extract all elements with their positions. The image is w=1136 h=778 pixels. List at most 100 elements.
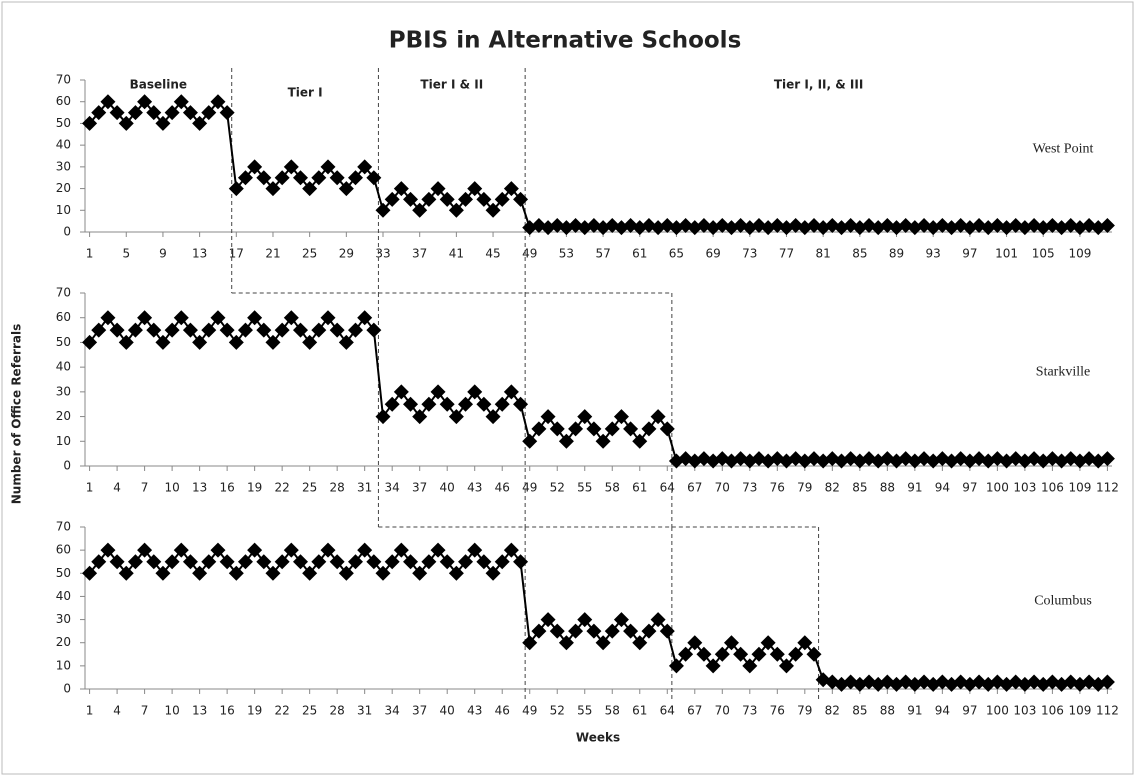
x-tick-label: 82 — [825, 704, 840, 718]
marker — [137, 94, 153, 110]
y-tick-label: 20 — [56, 635, 71, 649]
marker — [237, 554, 253, 570]
marker — [384, 396, 400, 412]
marker — [210, 542, 226, 558]
marker — [283, 159, 299, 175]
x-tick-label: 88 — [880, 481, 895, 495]
y-axis-title: Number of Office Referrals — [10, 324, 24, 505]
x-tick-label: 61 — [632, 481, 647, 495]
x-tick-label: 93 — [926, 247, 941, 261]
marker — [531, 623, 547, 639]
x-tick-label: 61 — [632, 247, 647, 261]
x-tick-label: 1 — [86, 704, 94, 718]
marker — [210, 310, 226, 326]
marker — [375, 202, 391, 218]
marker — [228, 565, 244, 581]
x-tick-label: 28 — [330, 481, 345, 495]
marker — [393, 181, 409, 197]
marker — [265, 181, 281, 197]
x-tick-label: 16 — [219, 704, 234, 718]
marker — [467, 542, 483, 558]
marker — [650, 612, 666, 628]
marker — [357, 159, 373, 175]
marker — [531, 421, 547, 437]
marker — [118, 334, 134, 350]
x-tick-label: 41 — [449, 247, 464, 261]
marker — [549, 421, 565, 437]
marker — [173, 94, 189, 110]
x-tick-label: 85 — [852, 481, 867, 495]
marker — [613, 409, 629, 425]
x-tick-label: 34 — [385, 704, 400, 718]
marker — [448, 409, 464, 425]
marker — [494, 396, 510, 412]
x-tick-label: 73 — [742, 704, 757, 718]
x-tick-label: 94 — [935, 704, 950, 718]
x-tick-label: 37 — [412, 704, 427, 718]
marker — [146, 554, 162, 570]
marker — [687, 635, 703, 651]
marker — [210, 94, 226, 110]
marker — [806, 646, 822, 662]
y-tick-label: 50 — [56, 335, 71, 349]
marker — [595, 635, 611, 651]
marker — [623, 623, 639, 639]
x-tick-label: 31 — [357, 481, 372, 495]
x-tick-label: 52 — [550, 704, 565, 718]
x-tick-label: 34 — [385, 481, 400, 495]
x-tick-label: 52 — [550, 481, 565, 495]
marker — [256, 322, 272, 338]
marker — [458, 554, 474, 570]
x-tick-label: 100 — [986, 481, 1009, 495]
marker — [458, 396, 474, 412]
x-tick-label: 22 — [275, 704, 290, 718]
marker — [302, 334, 318, 350]
x-tick-label: 81 — [816, 247, 831, 261]
x-tick-label: 43 — [467, 704, 482, 718]
marker — [173, 542, 189, 558]
marker — [458, 191, 474, 207]
x-tick-label: 31 — [357, 704, 372, 718]
marker — [513, 191, 529, 207]
marker — [357, 310, 373, 326]
x-tick-label: 49 — [522, 247, 537, 261]
marker — [760, 635, 776, 651]
x-tick-label: 28 — [330, 704, 345, 718]
x-tick-label: 57 — [595, 247, 610, 261]
marker — [256, 170, 272, 186]
marker — [476, 191, 492, 207]
marker — [522, 635, 538, 651]
marker — [311, 322, 327, 338]
marker — [568, 623, 584, 639]
marker — [393, 542, 409, 558]
marker — [403, 191, 419, 207]
marker — [513, 396, 529, 412]
marker — [292, 554, 308, 570]
y-tick-label: 40 — [56, 138, 71, 152]
x-tick-label: 37 — [412, 247, 427, 261]
x-tick-label: 82 — [825, 481, 840, 495]
x-tick-label: 89 — [889, 247, 904, 261]
marker — [164, 322, 180, 338]
marker — [109, 554, 125, 570]
y-tick-label: 30 — [56, 159, 71, 173]
marker — [348, 170, 364, 186]
x-tick-label: 25 — [302, 481, 317, 495]
x-tick-label: 40 — [440, 481, 455, 495]
x-tick-label: 65 — [669, 247, 684, 261]
marker — [632, 635, 648, 651]
x-tick-label: 73 — [742, 481, 757, 495]
series-label: West Point — [1033, 142, 1094, 157]
marker — [430, 181, 446, 197]
x-tick-label: 69 — [705, 247, 720, 261]
y-tick-label: 40 — [56, 589, 71, 603]
marker — [82, 115, 98, 131]
marker — [1099, 217, 1115, 233]
x-tick-label: 94 — [935, 481, 950, 495]
x-tick-label: 21 — [265, 247, 280, 261]
marker — [182, 322, 198, 338]
x-tick-label: 1 — [86, 481, 94, 495]
x-tick-label: 103 — [1013, 704, 1036, 718]
marker — [201, 105, 217, 121]
